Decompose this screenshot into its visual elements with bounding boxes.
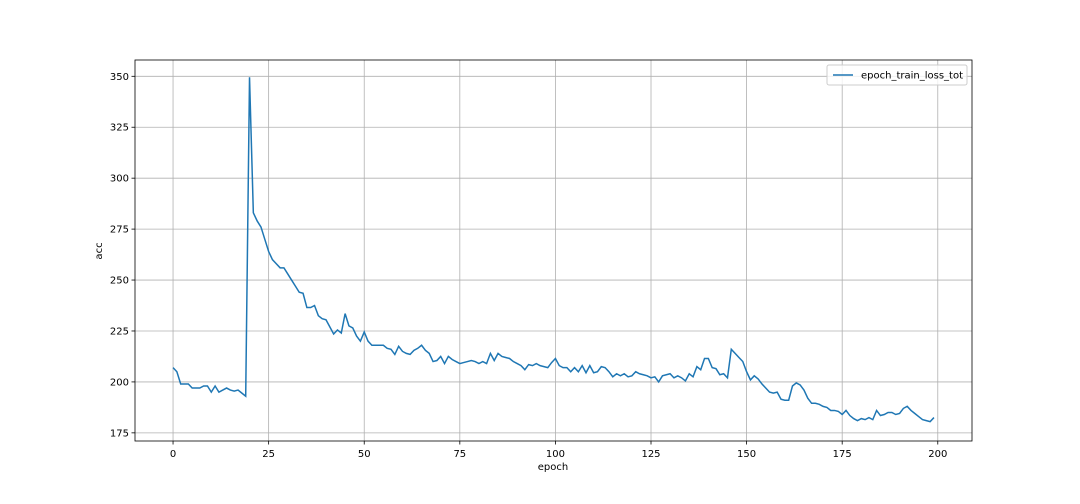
- y-tick-label: 350: [110, 72, 129, 83]
- y-tick-label: 225: [110, 326, 129, 337]
- line-series: [172, 77, 935, 423]
- y-tick-label: 325: [110, 123, 129, 134]
- y-tick-label: 275: [110, 225, 129, 236]
- y-tick-label: 200: [110, 377, 129, 388]
- x-tick-label: 0: [170, 449, 176, 460]
- x-axis-label: epoch: [538, 462, 568, 473]
- y-tick-label: 250: [110, 276, 129, 287]
- x-tick-label: 50: [358, 449, 371, 460]
- x-tick-label: 175: [833, 449, 852, 460]
- x-tick-label: 75: [453, 449, 466, 460]
- x-tick-label: 25: [262, 449, 275, 460]
- legend-label: epoch_train_loss_tot: [861, 71, 963, 82]
- axes-frame: [134, 59, 973, 442]
- x-tick-label: 200: [928, 449, 947, 460]
- y-tick-label: 300: [110, 174, 129, 185]
- x-tick-label: 125: [641, 449, 660, 460]
- x-tick-label: 100: [546, 449, 565, 460]
- y-tick-label: 175: [110, 428, 129, 439]
- y-axis-label: acc: [94, 242, 105, 259]
- x-tick-label: 150: [737, 449, 756, 460]
- legend-box: [826, 64, 968, 86]
